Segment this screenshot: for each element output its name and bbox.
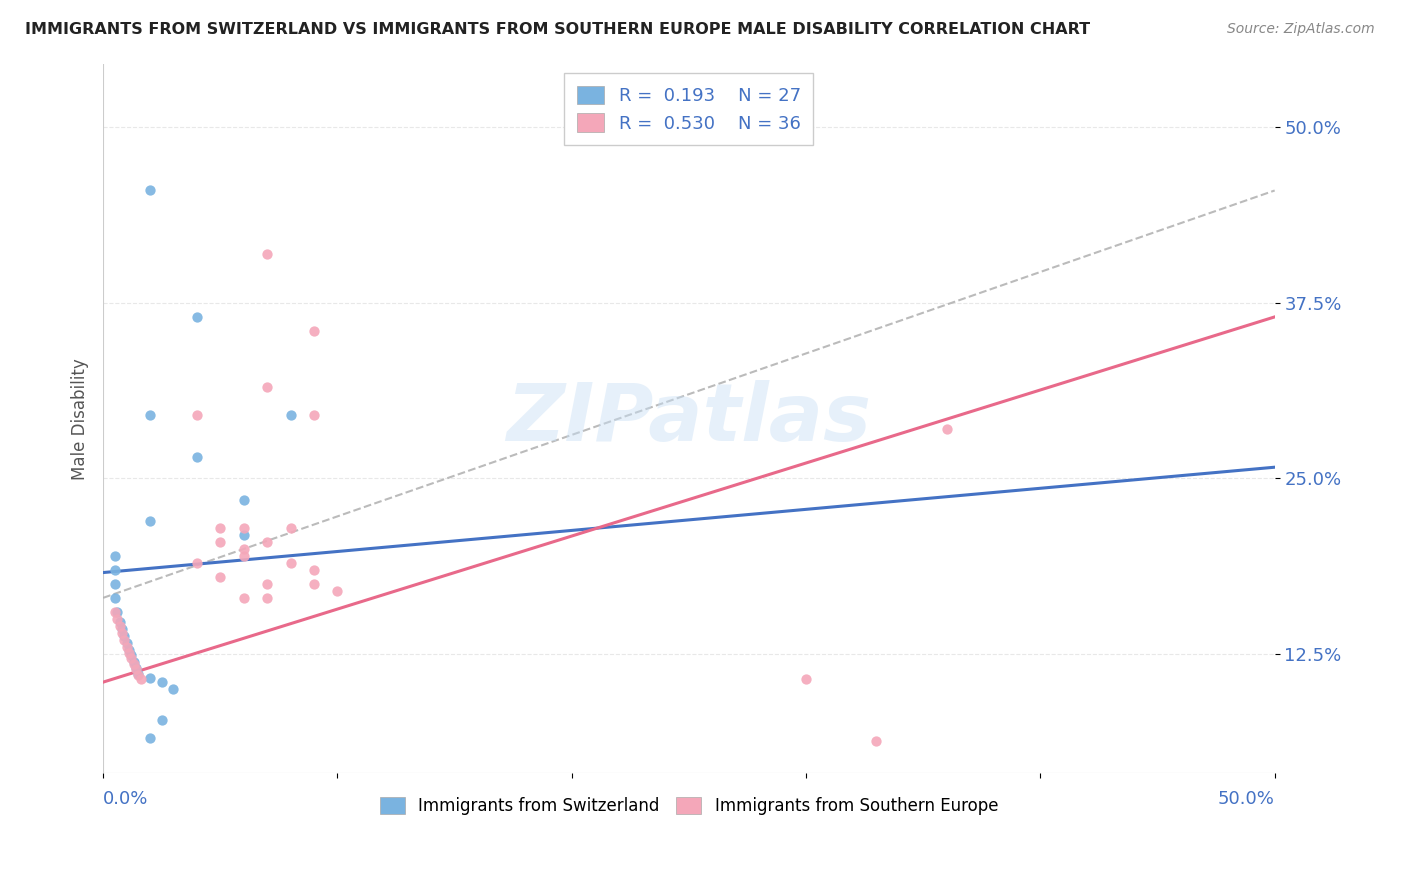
Point bbox=[326, 583, 349, 598]
Text: 0.0%: 0.0% bbox=[103, 790, 149, 808]
Point bbox=[104, 591, 127, 605]
Point bbox=[302, 563, 325, 577]
Point bbox=[127, 668, 149, 682]
Point bbox=[256, 534, 278, 549]
Point bbox=[232, 520, 254, 534]
Point bbox=[105, 612, 128, 626]
Point bbox=[122, 656, 145, 670]
Point bbox=[122, 657, 145, 671]
Point bbox=[139, 514, 162, 528]
Point bbox=[111, 622, 134, 636]
Point bbox=[139, 409, 162, 423]
Point bbox=[111, 626, 134, 640]
Point bbox=[115, 636, 138, 650]
Point bbox=[232, 541, 254, 556]
Point bbox=[232, 527, 254, 541]
Point bbox=[280, 556, 302, 570]
Point bbox=[120, 651, 142, 665]
Point bbox=[105, 605, 128, 619]
Point bbox=[186, 409, 208, 423]
Point bbox=[115, 640, 138, 654]
Point bbox=[865, 734, 887, 748]
Point bbox=[232, 591, 254, 605]
Point bbox=[104, 605, 127, 619]
Point bbox=[256, 246, 278, 260]
Point bbox=[139, 184, 162, 198]
Text: IMMIGRANTS FROM SWITZERLAND VS IMMIGRANTS FROM SOUTHERN EUROPE MALE DISABILITY C: IMMIGRANTS FROM SWITZERLAND VS IMMIGRANT… bbox=[25, 22, 1091, 37]
Point bbox=[104, 563, 127, 577]
Point bbox=[139, 671, 162, 685]
Point bbox=[162, 682, 184, 697]
Point bbox=[112, 632, 135, 647]
Y-axis label: Male Disability: Male Disability bbox=[72, 358, 89, 480]
Point bbox=[104, 576, 127, 591]
Point bbox=[302, 324, 325, 338]
Point bbox=[112, 629, 135, 643]
Point bbox=[186, 556, 208, 570]
Point bbox=[256, 380, 278, 394]
Point bbox=[139, 731, 162, 746]
Point bbox=[120, 648, 142, 663]
Point bbox=[256, 591, 278, 605]
Point bbox=[108, 615, 131, 629]
Point bbox=[127, 666, 149, 681]
Point bbox=[118, 642, 141, 657]
Point bbox=[302, 409, 325, 423]
Point bbox=[186, 450, 208, 465]
Text: ZIPatlas: ZIPatlas bbox=[506, 380, 872, 458]
Point bbox=[209, 534, 232, 549]
Point bbox=[280, 409, 302, 423]
Legend: Immigrants from Switzerland, Immigrants from Southern Europe: Immigrants from Switzerland, Immigrants … bbox=[370, 788, 1008, 825]
Point bbox=[186, 310, 208, 324]
Point bbox=[125, 663, 148, 677]
Point bbox=[125, 661, 148, 675]
Point bbox=[280, 520, 302, 534]
Text: Source: ZipAtlas.com: Source: ZipAtlas.com bbox=[1227, 22, 1375, 37]
Point bbox=[108, 619, 131, 633]
Point bbox=[209, 520, 232, 534]
Point bbox=[935, 422, 957, 436]
Point bbox=[104, 549, 127, 563]
Point bbox=[209, 570, 232, 584]
Point bbox=[150, 675, 173, 690]
Point bbox=[129, 673, 152, 687]
Text: 50.0%: 50.0% bbox=[1218, 790, 1275, 808]
Point bbox=[150, 713, 173, 727]
Point bbox=[302, 576, 325, 591]
Point bbox=[794, 673, 817, 687]
Point bbox=[232, 492, 254, 507]
Point bbox=[256, 576, 278, 591]
Point bbox=[118, 646, 141, 660]
Point bbox=[232, 549, 254, 563]
